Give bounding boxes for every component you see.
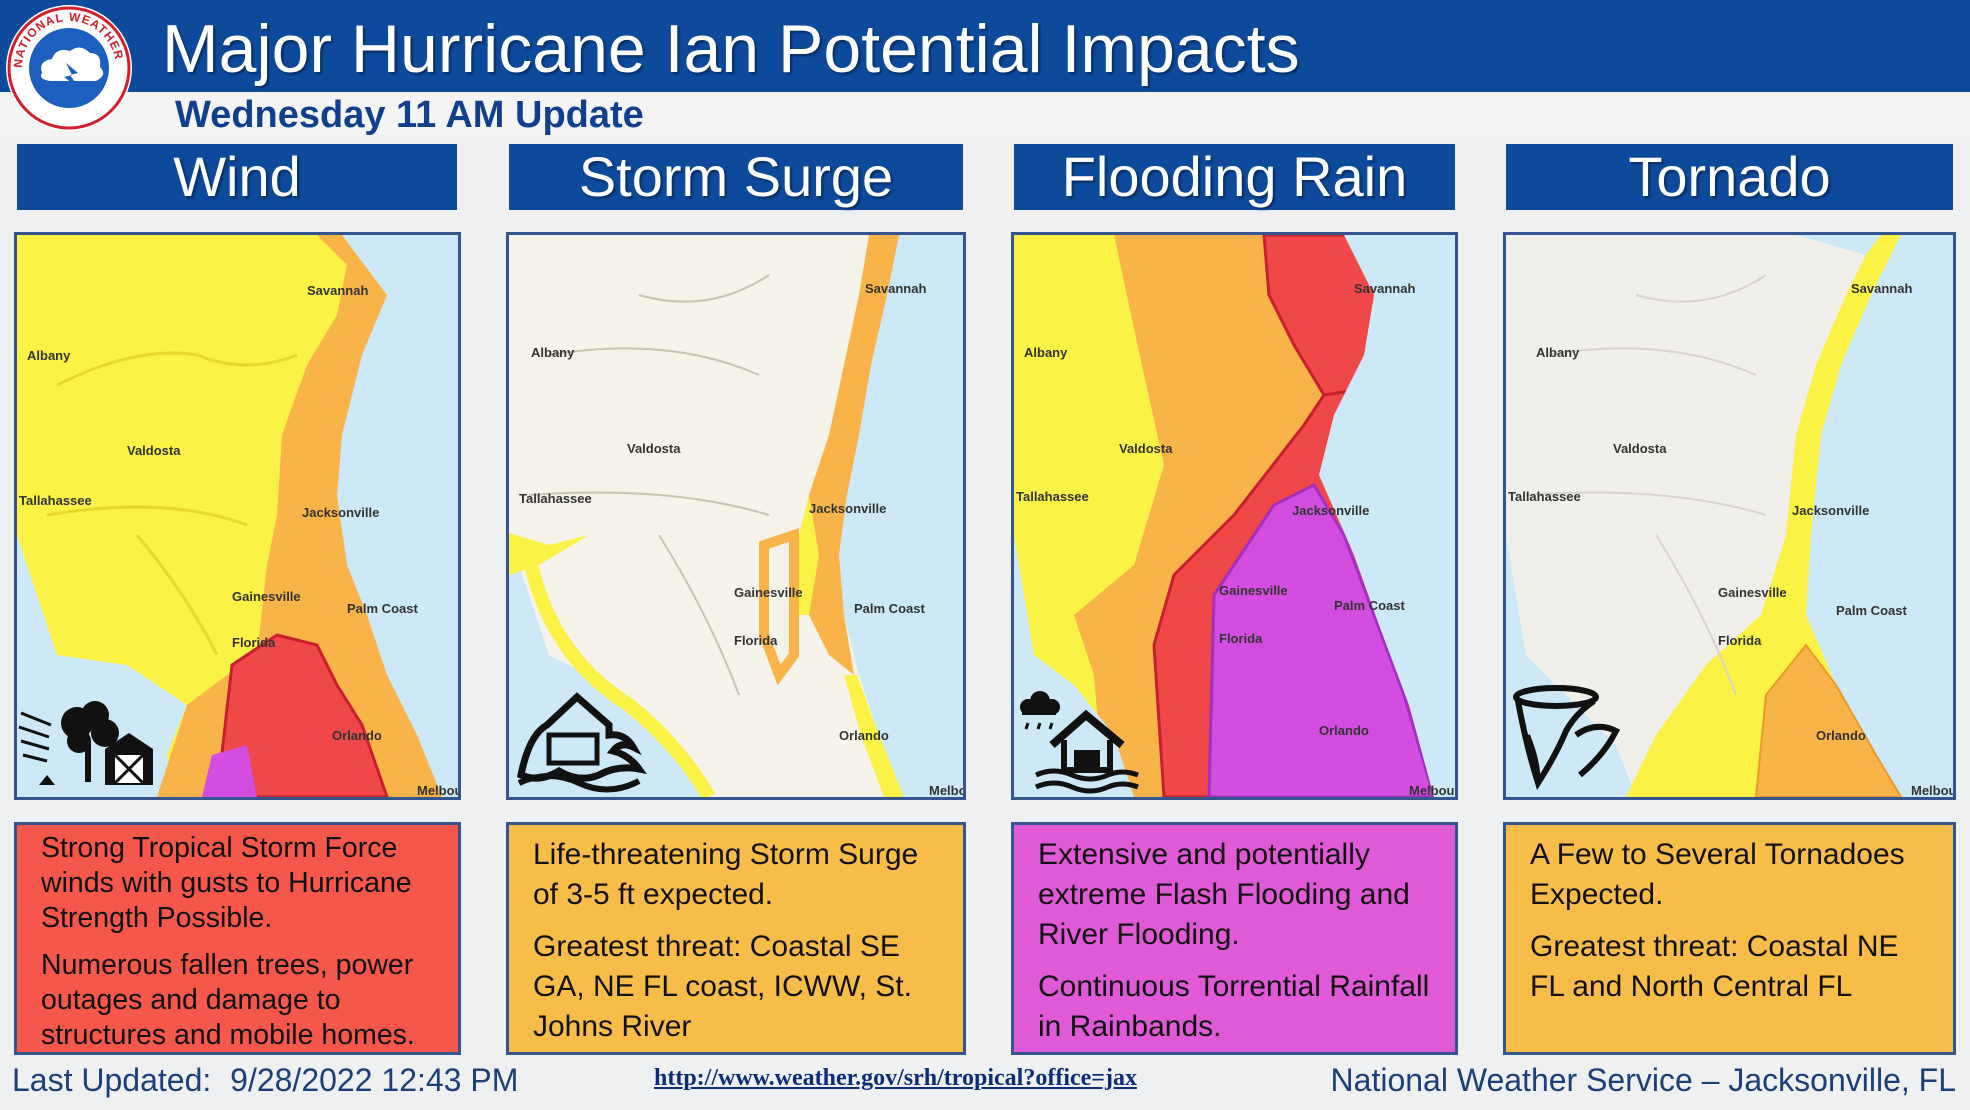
map-label-valdosta: Valdosta (1613, 441, 1667, 456)
storm-surge-map: Albany Valdosta Tallahassee Savannah Jac… (506, 232, 966, 800)
storm-surge-description-p1: Life-threatening Storm Surge of 3-5 ft e… (533, 838, 919, 911)
map-label-jacksonville: Jacksonville (1292, 503, 1369, 518)
tornado-icon (1513, 685, 1621, 791)
map-label-tallahassee: Tallahassee (1508, 489, 1581, 504)
nws-logo-icon: NATIONAL WEATHER SERVICE (4, 3, 132, 131)
map-label-tallahassee: Tallahassee (1016, 489, 1089, 504)
map-label-orlando: Orlando (332, 728, 382, 743)
map-label-savannah: Savannah (307, 283, 368, 298)
map-label-gainesville: Gainesville (734, 585, 803, 600)
tornado-description-p1: A Few to Several Tornadoes Expected. (1530, 838, 1905, 911)
map-label-florida: Florida (1219, 631, 1263, 646)
wind-description-p1: Strong Tropical Storm Force winds with g… (41, 832, 412, 934)
map-label-valdosta: Valdosta (1119, 441, 1173, 456)
tropical-page-link[interactable]: http://www.weather.gov/srh/tropical?offi… (654, 1065, 1137, 1091)
map-label-palm-coast: Palm Coast (1334, 598, 1405, 613)
map-label-orlando: Orlando (839, 728, 889, 743)
tornado-title: Tornado (1506, 144, 1953, 210)
storm-surge-icon (517, 692, 647, 793)
map-label-melbourne: Melbou (417, 783, 458, 797)
map-label-albany: Albany (1024, 345, 1068, 360)
flooding-rain-icon (1020, 691, 1139, 794)
page-title: Major Hurricane Ian Potential Impacts (162, 11, 1300, 87)
map-label-florida: Florida (734, 633, 778, 648)
wind-description: Strong Tropical Storm Force winds with g… (14, 822, 461, 1055)
flooding-rain-description-p1: Extensive and potentially extreme Flash … (1038, 838, 1410, 951)
map-label-savannah: Savannah (1851, 281, 1912, 296)
office-name: National Weather Service – Jacksonville,… (1330, 1062, 1956, 1098)
flooding-rain-map: Albany Valdosta Tallahassee Savannah Jac… (1011, 232, 1458, 800)
map-label-melbourne: Melbou (929, 783, 963, 797)
map-label-tallahassee: Tallahassee (19, 493, 92, 508)
map-label-albany: Albany (531, 345, 575, 360)
flooding-rain-title: Flooding Rain (1014, 144, 1455, 210)
map-label-valdosta: Valdosta (127, 443, 181, 458)
map-label-palm-coast: Palm Coast (854, 601, 925, 616)
last-updated-value: 9/28/2022 12:43 PM (230, 1062, 519, 1098)
flooding-rain-description-p2: Continuous Torrential Rainfall in Rainba… (1038, 970, 1430, 1043)
wind-damage-icon (18, 701, 153, 785)
map-label-florida: Florida (1718, 633, 1762, 648)
map-label-melbourne: Melbou (1911, 783, 1953, 797)
map-label-tallahassee: Tallahassee (519, 491, 592, 506)
tornado-description-p2: Greatest threat: Coastal NE FL and North… (1530, 930, 1899, 1003)
map-label-florida: Florida (232, 635, 276, 650)
storm-surge-description: Life-threatening Storm Surge of 3-5 ft e… (506, 822, 966, 1055)
map-label-jacksonville: Jacksonville (302, 505, 379, 520)
map-label-albany: Albany (27, 348, 71, 363)
map-label-gainesville: Gainesville (232, 589, 301, 604)
wind-description-p2: Numerous fallen trees, power outages and… (41, 949, 415, 1051)
map-label-savannah: Savannah (1354, 281, 1415, 296)
map-label-orlando: Orlando (1816, 728, 1866, 743)
map-label-palm-coast: Palm Coast (347, 601, 418, 616)
flooding-rain-description: Extensive and potentially extreme Flash … (1011, 822, 1458, 1055)
last-updated: Last Updated: 9/28/2022 12:43 PM (12, 1062, 518, 1099)
map-label-jacksonville: Jacksonville (1792, 503, 1869, 518)
tornado-map: Albany Valdosta Tallahassee Savannah Jac… (1503, 232, 1956, 800)
map-label-palm-coast: Palm Coast (1836, 603, 1907, 618)
subtitle-bar (0, 92, 1970, 136)
page-subtitle: Wednesday 11 AM Update (175, 94, 644, 136)
map-label-gainesville: Gainesville (1718, 585, 1787, 600)
map-label-gainesville: Gainesville (1219, 583, 1288, 598)
map-label-albany: Albany (1536, 345, 1580, 360)
last-updated-label: Last Updated: (12, 1062, 212, 1098)
wind-map: Albany Valdosta Tallahassee Savannah Jac… (14, 232, 461, 800)
header-bar (0, 0, 1970, 92)
map-label-jacksonville: Jacksonville (809, 501, 886, 516)
storm-surge-title: Storm Surge (509, 144, 963, 210)
tornado-description: A Few to Several Tornadoes Expected. Gre… (1503, 822, 1956, 1055)
map-label-melbourne: Melbou (1409, 783, 1455, 797)
map-label-savannah: Savannah (865, 281, 926, 296)
storm-surge-description-p2: Greatest threat: Coastal SE GA, NE FL co… (533, 930, 912, 1043)
map-label-valdosta: Valdosta (627, 441, 681, 456)
wind-title: Wind (17, 144, 457, 210)
map-label-orlando: Orlando (1319, 723, 1369, 738)
